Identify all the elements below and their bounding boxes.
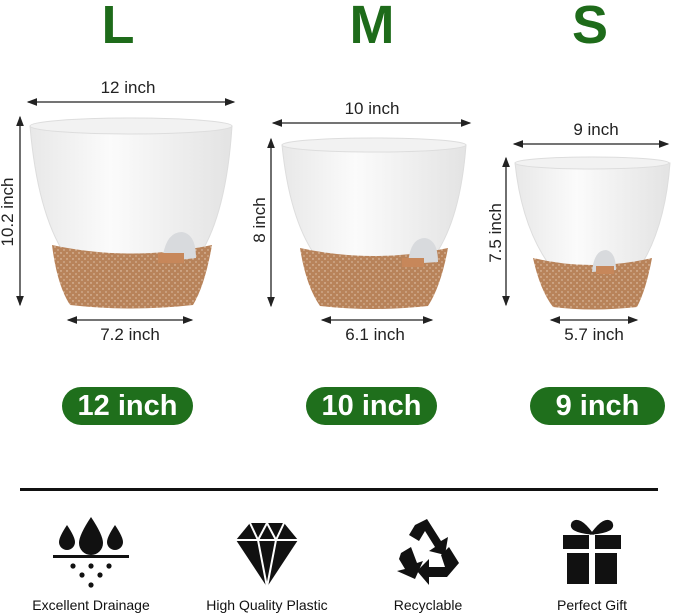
size-letter-large: L <box>101 0 135 55</box>
feature-recyclable: Recyclable <box>343 515 513 613</box>
top-width-label-small: 9 inch <box>573 120 619 139</box>
pot-large <box>29 117 233 309</box>
size-letter-small: S <box>571 0 609 55</box>
divider <box>20 488 658 491</box>
feature-plastic: High Quality Plastic <box>182 515 352 613</box>
height-label-small: 7.5 inch <box>486 203 505 263</box>
bottom-width-label-large: 7.2 inch <box>100 325 160 344</box>
feature-label: Recyclable <box>393 597 463 613</box>
gift-icon <box>563 519 621 584</box>
bottom-width-label-small: 5.7 inch <box>564 325 624 344</box>
size-badge-large: 12 inch <box>62 387 193 425</box>
top-width-label-large: 12 inch <box>100 78 156 97</box>
bottom-width-label-medium: 6.1 inch <box>345 325 405 344</box>
water-drops-drainage-icon <box>53 517 129 588</box>
size-letter-medium: M <box>349 0 395 55</box>
pot-small <box>514 156 671 310</box>
feature-label: Excellent Drainage <box>32 597 150 613</box>
top-width-label-medium: 10 inch <box>344 99 400 118</box>
size-badge-small: 9 inch <box>530 387 665 425</box>
feature-label: High Quality Plastic <box>206 597 328 613</box>
pot-medium <box>281 137 467 309</box>
feature-drainage: Excellent Drainage <box>6 515 176 613</box>
height-label-medium: 8 inch <box>250 197 269 243</box>
feature-label: Perfect Gift <box>556 597 628 613</box>
recycle-icon <box>397 519 459 585</box>
size-badge-medium: 10 inch <box>306 387 437 425</box>
diamond-icon <box>236 520 298 588</box>
height-label-large: 10.2 inch <box>0 177 17 247</box>
pots-illustration <box>16 98 671 324</box>
feature-gift: Perfect Gift <box>507 515 677 613</box>
